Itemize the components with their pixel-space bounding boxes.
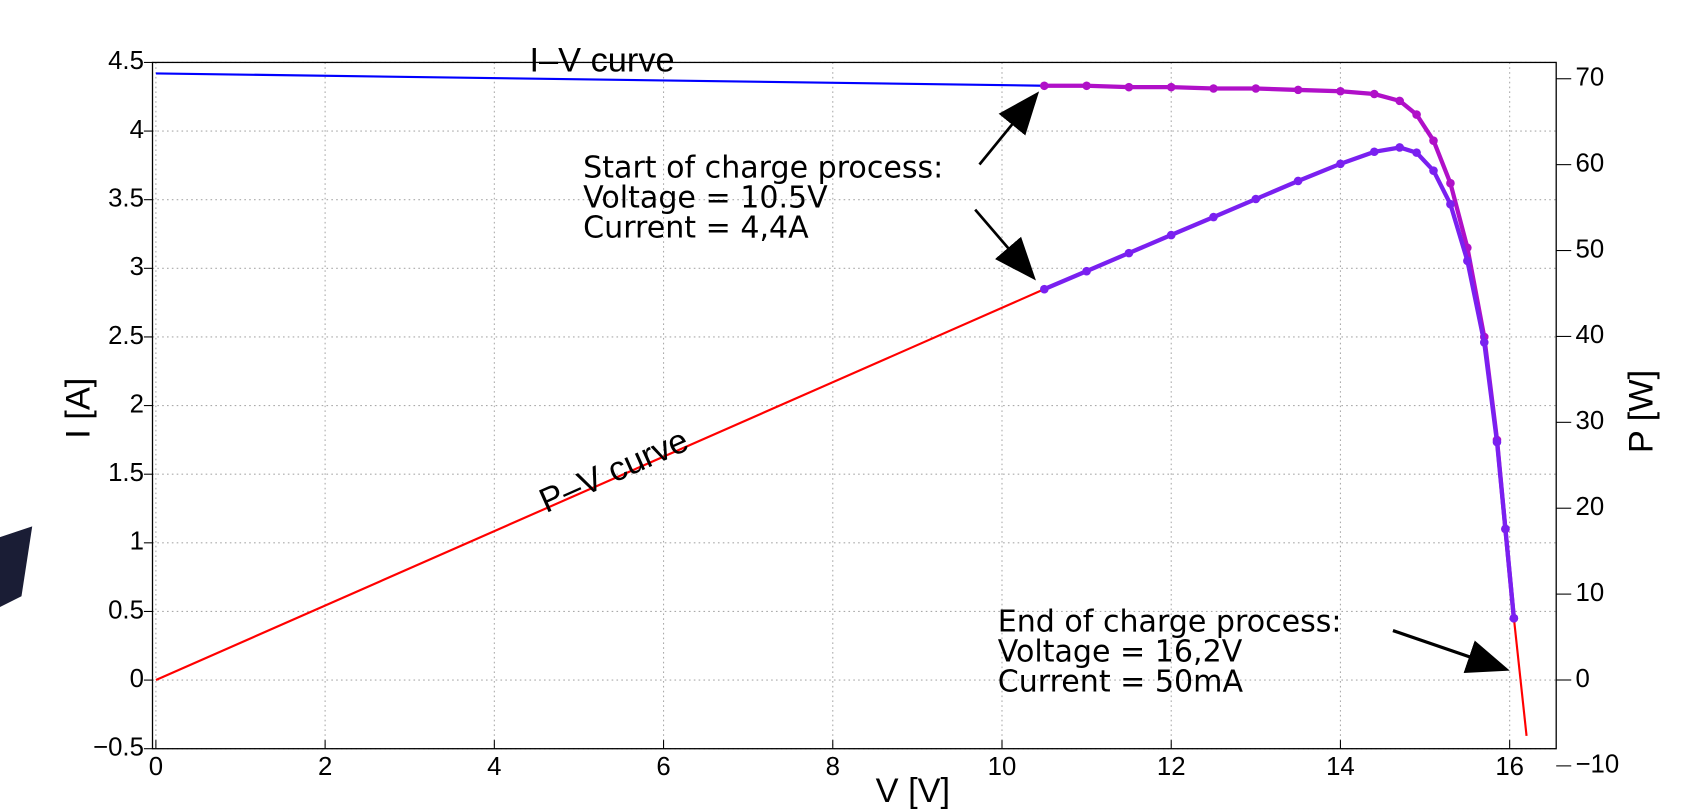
point <box>1082 81 1091 90</box>
x-tick-label: 8 <box>826 753 840 781</box>
point <box>1446 200 1455 209</box>
point <box>1167 83 1176 92</box>
point <box>1463 257 1472 266</box>
x-tick-label: 14 <box>1326 753 1355 781</box>
point <box>1125 83 1134 92</box>
y-tick-label: 3 <box>130 253 144 281</box>
point <box>1480 338 1489 347</box>
x-tick-label: 2 <box>318 753 332 781</box>
pv-curve-label: P–V curve <box>534 421 694 520</box>
series-line <box>1044 147 1514 618</box>
point <box>1209 213 1218 222</box>
series-line <box>1044 86 1514 619</box>
x-axis-label: V [V] <box>876 772 950 809</box>
y-tick-label: 4.5 <box>108 47 144 75</box>
point <box>1395 97 1404 106</box>
y-tick-label: 4 <box>130 116 144 144</box>
point <box>1336 87 1345 96</box>
y2-tick-label: 50 <box>1576 235 1605 263</box>
x-tick-label: 10 <box>988 753 1017 781</box>
point <box>1446 179 1455 188</box>
y2-tick-label: 0 <box>1576 665 1590 693</box>
y-tick-label: 3.5 <box>108 185 144 213</box>
arrow <box>975 210 1033 278</box>
arrow <box>1393 631 1506 670</box>
point <box>1429 166 1438 175</box>
point <box>1040 81 1049 90</box>
y-axis-label: I [A] <box>60 378 98 439</box>
arrow <box>979 95 1036 165</box>
y-tick-label: 0 <box>130 665 144 693</box>
point <box>1209 84 1218 93</box>
point <box>1294 86 1303 95</box>
y-tick-label: 2 <box>130 390 144 418</box>
point <box>1395 143 1404 152</box>
y-tick-label: 1 <box>130 528 144 556</box>
y2-tick-label: 20 <box>1576 493 1605 521</box>
point <box>1167 231 1176 240</box>
point <box>1082 267 1091 276</box>
y-tick-label: 1.5 <box>108 459 144 487</box>
series-line <box>1514 618 1527 736</box>
y2-tick-label: 30 <box>1576 407 1605 435</box>
y-tick-label: 0.5 <box>108 596 144 624</box>
x-tick-label: 12 <box>1157 753 1186 781</box>
y2-axis-label: P [W] <box>1622 370 1660 453</box>
x-tick-label: 4 <box>487 753 501 781</box>
point <box>1510 614 1519 623</box>
point <box>1252 195 1261 204</box>
point <box>1125 249 1134 258</box>
point <box>1040 285 1049 294</box>
y2-tick-label: 70 <box>1576 64 1605 92</box>
annotation-text: Current = 4,4A <box>583 210 809 245</box>
point <box>1493 438 1502 447</box>
x-tick-label: 16 <box>1495 753 1524 781</box>
y-tick-label: −0.5 <box>93 734 144 762</box>
x-tick-label: 0 <box>149 753 163 781</box>
point <box>1501 525 1510 534</box>
point <box>1370 147 1379 156</box>
point <box>1252 84 1261 93</box>
point <box>1429 136 1438 145</box>
point <box>1294 177 1303 186</box>
point <box>1412 148 1421 157</box>
iv-curve-label: I–V curve <box>529 42 674 80</box>
cropped-photo <box>0 526 32 607</box>
point <box>1336 159 1345 168</box>
y2-tick-label: 40 <box>1576 321 1605 349</box>
y2-tick-label: 10 <box>1576 579 1605 607</box>
y2-tick-label: −10 <box>1576 751 1620 779</box>
x-tick-label: 6 <box>656 753 670 781</box>
y2-tick-label: 60 <box>1576 149 1605 177</box>
y-tick-label: 2.5 <box>108 322 144 350</box>
point <box>1412 110 1421 119</box>
chart: V [V] I [A] P [W] I–V curve P–V curve St… <box>0 0 1684 809</box>
point <box>1370 90 1379 99</box>
annotation-text: Current = 50mA <box>998 665 1244 700</box>
